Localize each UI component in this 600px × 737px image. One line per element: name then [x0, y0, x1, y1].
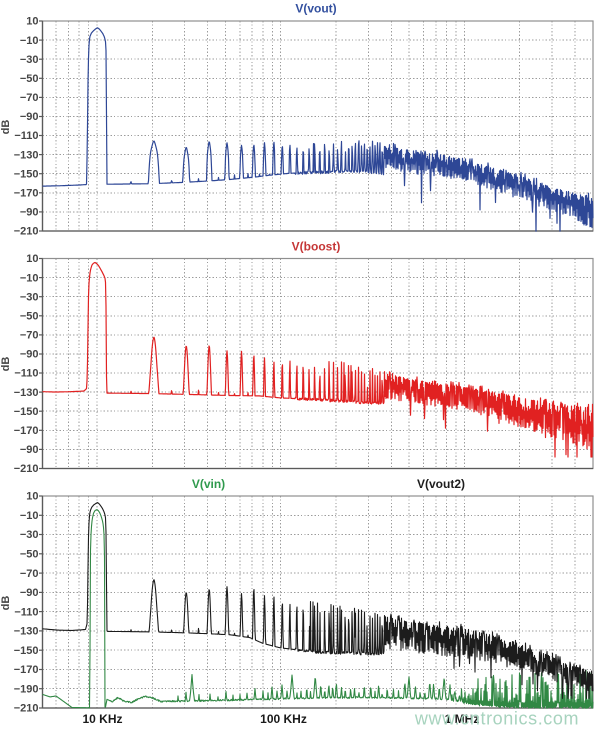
- svg-text:V(boost): V(boost): [292, 240, 341, 254]
- svg-text:−110: −110: [14, 368, 38, 380]
- svg-text:www.cntronics.com: www.cntronics.com: [414, 709, 579, 729]
- svg-text:−210: −210: [14, 703, 39, 715]
- svg-text:−90: −90: [20, 207, 39, 219]
- svg-text:−30: −30: [20, 291, 39, 303]
- svg-text:−10: −10: [20, 510, 39, 522]
- svg-text:−50: −50: [20, 549, 39, 561]
- svg-text:−50: −50: [20, 73, 39, 85]
- svg-text:dB: dB: [0, 357, 12, 372]
- svg-text:100 KHz: 100 KHz: [260, 712, 307, 726]
- svg-text:−170: −170: [14, 425, 39, 437]
- svg-text:−90: −90: [20, 587, 39, 599]
- svg-text:−50: −50: [20, 311, 39, 323]
- svg-text:−30: −30: [20, 529, 39, 541]
- svg-text:−150: −150: [14, 168, 39, 180]
- svg-text:−70: −70: [20, 568, 39, 580]
- svg-text:dB: dB: [0, 596, 12, 611]
- svg-text:V(vout2): V(vout2): [417, 477, 465, 491]
- svg-text:−90: −90: [20, 111, 39, 123]
- svg-text:−10: −10: [20, 272, 39, 284]
- svg-text:10 KHz: 10 KHz: [82, 712, 122, 726]
- svg-text:−10: −10: [20, 35, 39, 47]
- svg-text:−30: −30: [20, 54, 39, 66]
- svg-text:−170: −170: [14, 188, 39, 200]
- svg-text:dB: dB: [0, 120, 12, 135]
- svg-text:V(vout): V(vout): [295, 2, 336, 16]
- svg-text:−210: −210: [14, 226, 39, 238]
- svg-text:−130: −130: [14, 626, 39, 638]
- svg-text:−110: −110: [14, 606, 38, 618]
- svg-text:10: 10: [26, 253, 38, 265]
- svg-text:10: 10: [26, 491, 38, 503]
- svg-text:−150: −150: [14, 406, 39, 418]
- svg-text:−170: −170: [14, 664, 39, 676]
- svg-text:1 MHz: 1 MHz: [445, 712, 480, 726]
- svg-text:−70: −70: [20, 330, 39, 342]
- svg-text:−90: −90: [20, 349, 39, 361]
- svg-text:10: 10: [26, 16, 38, 28]
- svg-text:−70: −70: [20, 92, 39, 104]
- svg-text:−110: −110: [14, 130, 38, 142]
- svg-text:−150: −150: [14, 645, 39, 657]
- svg-text:−190: −190: [14, 683, 39, 695]
- svg-text:−210: −210: [14, 463, 39, 475]
- svg-text:−130: −130: [14, 387, 39, 399]
- svg-text:V(vin): V(vin): [192, 477, 225, 491]
- svg-text:−90: −90: [20, 444, 39, 456]
- svg-text:−130: −130: [14, 149, 39, 161]
